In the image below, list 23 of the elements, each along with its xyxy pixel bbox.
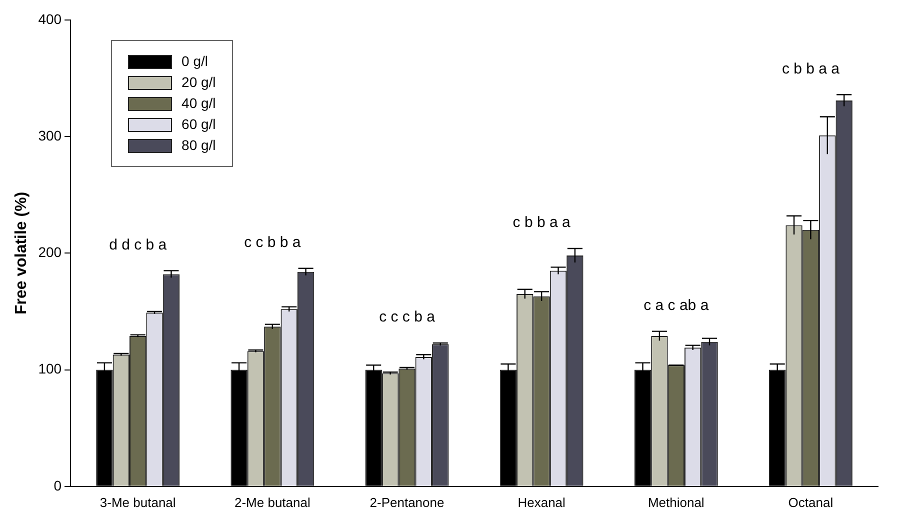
x-tick-label: Hexanal [518,494,566,510]
x-tick-label: 2-Me butanal [234,494,310,510]
y-tick-label: 0 [54,477,62,494]
y-tick-label: 200 [38,244,62,260]
x-tick-label: 2-Pentanone [370,494,444,510]
annotation: c a c ab a [644,296,710,314]
y-tick-label: 100 [38,360,62,377]
x-tick-label: Octanal [788,494,834,510]
legend-label: 80 g/l [182,136,216,155]
annotation: d d c b a [109,236,168,254]
y-tick-label: 300 [38,127,62,144]
y-tick-label: 400 [38,10,62,27]
legend-label: 0 g/l [182,52,208,71]
y-axis-title: Free volatile (%) [13,192,30,315]
annotation: c c b b a [244,234,302,251]
annotation: c b b a a [782,60,840,78]
legend-label: 20 g/l [182,73,216,92]
x-tick-label: Methional [648,494,704,510]
legend-label: 40 g/l [182,94,216,113]
annotation: c b b a a [512,214,571,232]
legend-label: 60 g/l [182,115,216,134]
annotation: c c c b a [379,308,436,326]
x-tick-label: 3-Me butanal [100,494,176,510]
